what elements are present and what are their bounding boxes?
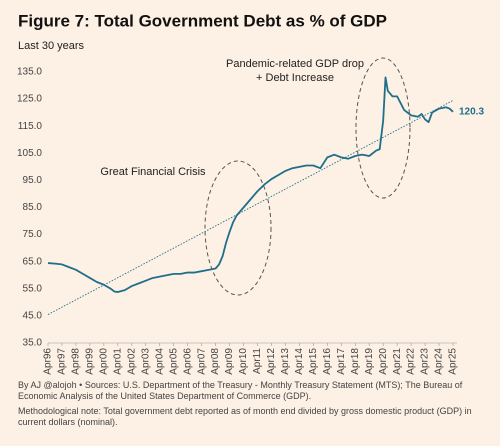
- y-tick-label: 85.0: [23, 202, 43, 213]
- annotation: Great Financial Crisis: [100, 166, 206, 178]
- annotation: Pandemic-related GDP drop: [226, 58, 364, 70]
- highlight-ellipse: [204, 160, 272, 296]
- x-tick-label: Apr17: [336, 348, 347, 375]
- x-tick-label: Apr00: [99, 348, 110, 375]
- x-tick-label: Apr10: [238, 348, 249, 375]
- series-line: [47, 76, 454, 293]
- x-tick-label: Apr98: [71, 348, 82, 375]
- x-tick-label: Apr97: [57, 348, 68, 375]
- y-tick-label: 75.0: [23, 229, 43, 240]
- x-tick-label: Apr99: [85, 348, 96, 375]
- y-tick-label: 55.0: [23, 283, 43, 294]
- x-tick-label: Apr21: [392, 348, 403, 375]
- y-tick-label: 125.0: [17, 94, 42, 105]
- x-tick-label: Apr09: [224, 348, 235, 375]
- x-tick-label: Apr07: [196, 348, 207, 375]
- x-tick-label: Apr96: [43, 348, 54, 375]
- x-tick-label: Apr25: [448, 348, 459, 375]
- x-tick-label: Apr11: [252, 348, 263, 374]
- x-tick-label: Apr23: [420, 348, 431, 375]
- y-tick-label: 95.0: [23, 175, 43, 186]
- x-tick-label: Apr06: [182, 348, 193, 375]
- x-tick-label: Apr05: [168, 348, 179, 375]
- source-note: By AJ @alojoh • Sources: U.S. Department…: [18, 380, 463, 401]
- y-tick-label: 115.0: [18, 121, 43, 132]
- chart-subtitle: Last 30 years: [18, 40, 85, 52]
- x-tick-label: Apr20: [378, 348, 389, 375]
- y-tick-label: 35.0: [23, 338, 43, 349]
- end-value-label: 120.3: [459, 106, 484, 117]
- chart: Figure 7: Total Government Debt as % of …: [17, 11, 484, 375]
- y-tick-label: 65.0: [23, 256, 43, 267]
- x-tick-label: Apr01: [112, 348, 123, 375]
- x-tick-label: Apr18: [350, 348, 361, 375]
- highlight-ellipse: [355, 57, 411, 199]
- x-tick-label: Apr08: [210, 348, 221, 375]
- methodology-note: Methodological note: Total government de…: [18, 406, 472, 427]
- x-tick-label: Apr24: [434, 348, 445, 375]
- chart-title: Figure 7: Total Government Debt as % of …: [18, 11, 387, 30]
- x-tick-label: Apr13: [280, 348, 291, 375]
- y-tick-label: 135.0: [17, 67, 42, 78]
- x-tick-label: Apr15: [308, 348, 319, 375]
- x-tick-label: Apr14: [294, 348, 305, 375]
- x-tick-label: Apr04: [154, 348, 165, 375]
- x-tick-label: Apr16: [322, 348, 333, 375]
- x-tick-label: Apr19: [364, 348, 375, 375]
- y-tick-label: 45.0: [23, 311, 43, 322]
- y-tick-label: 105.0: [17, 148, 42, 159]
- x-tick-label: Apr03: [140, 348, 151, 375]
- x-tick-label: Apr02: [126, 348, 137, 375]
- annotation: + Debt Increase: [256, 72, 334, 84]
- x-tick-label: Apr12: [266, 348, 277, 375]
- trend-line: [47, 100, 454, 315]
- x-tick-label: Apr22: [406, 348, 417, 375]
